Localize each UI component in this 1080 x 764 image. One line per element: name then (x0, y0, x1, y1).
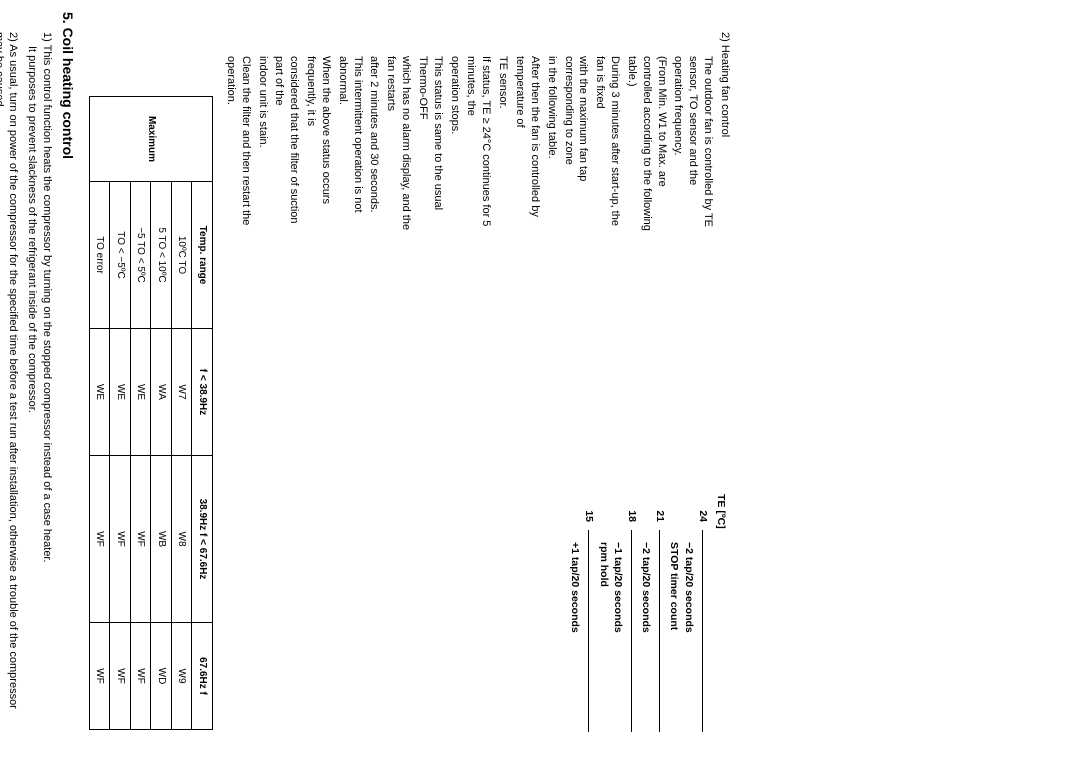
te-step-diagram: TE [ºC] 24 −2 tap/20 secondsSTOP timer c… (568, 494, 728, 732)
sec2-body: The outdoor fan is controlled by TE sens… (223, 56, 715, 234)
sec5-list: 1) This control function heats the compr… (0, 32, 54, 732)
sec2-title: 2) Heating fan control (717, 32, 732, 234)
sec5-title: 5. Coil heating control (58, 12, 77, 732)
fan-table: Maximum Temp. range f < 38.9Hz 38.9Hz f … (89, 96, 213, 730)
